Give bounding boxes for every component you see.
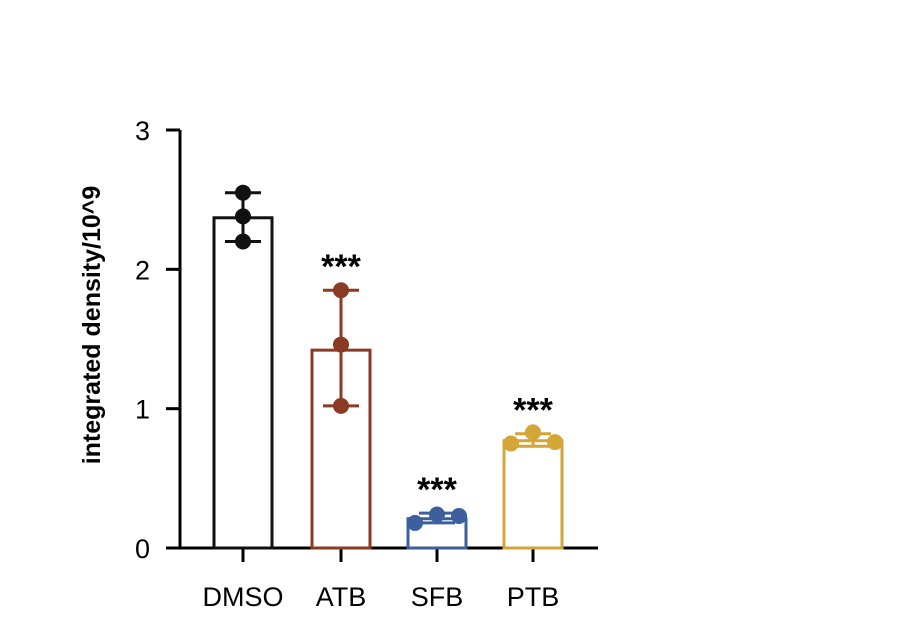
data-point (333, 336, 349, 353)
axes: 0 1 2 3 (135, 116, 598, 564)
data-point (235, 184, 251, 201)
significance-label: *** (513, 392, 553, 430)
category-label-ptb: PTB (507, 582, 560, 612)
data-point (333, 397, 349, 414)
data-point (525, 424, 541, 441)
data-point (451, 507, 467, 524)
y-axis-title: integrated density/10^9 (78, 186, 106, 465)
category-label-sfb: SFB (411, 582, 464, 612)
bars: *** *** *** (212, 184, 564, 550)
significance-label: *** (321, 248, 361, 286)
data-point (235, 208, 251, 225)
data-point (235, 233, 251, 250)
category-label-atb: ATB (316, 582, 367, 612)
category-labels: DMSO ATB SFB PTB (203, 582, 560, 612)
bar-ptb (502, 439, 564, 550)
y-tick-label: 2 (135, 255, 150, 285)
data-point (333, 282, 349, 299)
category-label-dmso: DMSO (203, 582, 284, 612)
data-point (407, 514, 423, 531)
y-tick-label: 0 (135, 534, 150, 564)
y-tick-label: 1 (135, 395, 150, 425)
data-point (429, 506, 445, 523)
y-tick-label: 3 (135, 116, 150, 146)
significance-label: *** (417, 471, 457, 509)
bar-dmso (212, 216, 274, 550)
data-point (547, 434, 563, 451)
data-point (503, 435, 519, 452)
